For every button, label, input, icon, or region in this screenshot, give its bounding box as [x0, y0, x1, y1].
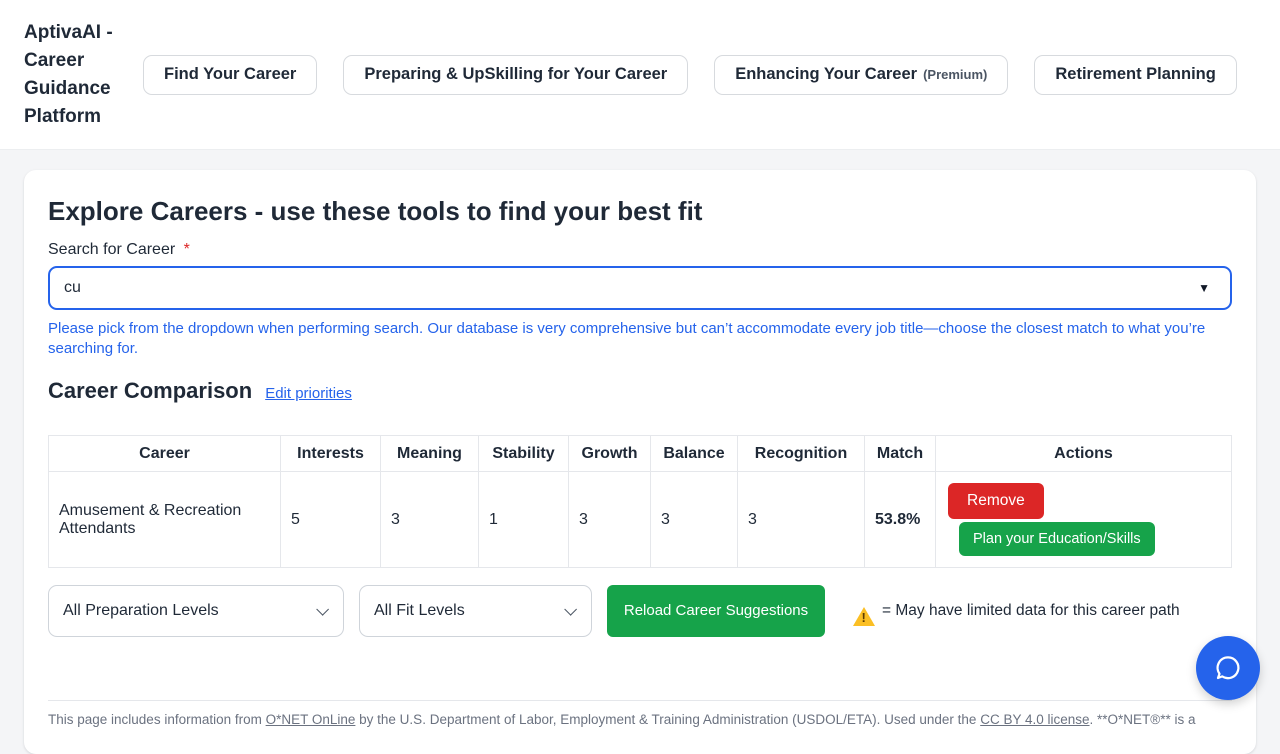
col-header-career: Career: [48, 435, 281, 472]
attribution-footer: This page includes information from O*NE…: [48, 700, 1232, 730]
dropdown-caret-icon: ▼: [1198, 281, 1210, 295]
nav-find-your-career-label: Find Your Career: [164, 65, 297, 83]
comparison-title: Career Comparison: [48, 378, 253, 403]
nav-preparing-upskilling[interactable]: Preparing & UpSkilling for Your Career: [343, 54, 689, 95]
preparation-level-select[interactable]: All Preparation Levels: [48, 585, 344, 637]
plan-education-skills-button[interactable]: Plan your Education/Skills: [959, 522, 1155, 556]
cell-recognition: 3: [737, 471, 865, 568]
col-header-balance: Balance: [650, 435, 738, 472]
nav-retirement-planning[interactable]: Retirement Planning: [1034, 54, 1237, 95]
cell-match: 53.8%: [864, 471, 936, 568]
page-title: Explore Careers - use these tools to fin…: [48, 196, 703, 226]
chevron-down-icon: [564, 602, 577, 616]
col-header-meaning: Meaning: [380, 435, 479, 472]
career-comparison-table: Career Interests Meaning Stability Growt…: [48, 435, 1232, 568]
chat-launcher-button[interactable]: [1196, 636, 1260, 700]
limited-data-note-text: = May have limited data for this career …: [882, 602, 1180, 619]
brand-logo: AptivaAI - Career Guidance Platform: [24, 21, 113, 127]
fit-level-value: All Fit Levels: [374, 602, 465, 619]
remove-button[interactable]: Remove: [948, 483, 1044, 519]
comparison-section-head: Career Comparison Edit priorities: [48, 378, 1232, 404]
cell-growth: 3: [568, 471, 651, 568]
career-search-value: cu: [64, 279, 81, 296]
preparation-level-value: All Preparation Levels: [63, 602, 219, 619]
col-header-actions: Actions: [935, 435, 1232, 472]
explore-careers-card: Explore Careers - use these tools to fin…: [24, 170, 1256, 754]
career-search-combobox[interactable]: cu ▼: [48, 266, 1232, 310]
fit-level-select[interactable]: All Fit Levels: [359, 585, 592, 637]
required-asterisk: *: [183, 241, 190, 258]
col-header-match: Match: [864, 435, 936, 472]
col-header-recognition: Recognition: [737, 435, 865, 472]
nav-preparing-upskilling-label: Preparing & UpSkilling for Your Career: [364, 65, 668, 83]
cell-career: Amusement & Recreation Attendants: [48, 471, 281, 568]
main-nav: Find Your Career Preparing & UpSkilling …: [143, 54, 1237, 95]
table-row: Amusement & Recreation Attendants 5 3 1 …: [48, 471, 1232, 568]
col-header-interests: Interests: [280, 435, 381, 472]
page-body: Explore Careers - use these tools to fin…: [0, 170, 1280, 754]
actions-stack: Remove Plan your Education/Skills: [946, 483, 1221, 556]
nav-find-your-career[interactable]: Find Your Career: [143, 54, 318, 95]
limited-data-note: = May have limited data for this career …: [853, 585, 1197, 637]
col-header-stability: Stability: [478, 435, 569, 472]
cell-stability: 1: [478, 471, 569, 568]
nav-retirement-planning-label: Retirement Planning: [1055, 65, 1216, 83]
nav-enhancing-career-label: Enhancing Your Career: [735, 65, 918, 83]
table-header-row: Career Interests Meaning Stability Growt…: [48, 435, 1232, 472]
chevron-down-icon: [316, 602, 329, 616]
cell-meaning: 3: [380, 471, 479, 568]
search-field-label-row: Search for Career *: [48, 241, 1232, 259]
premium-badge: (Premium): [923, 67, 988, 82]
chat-bubble-icon: [1216, 656, 1240, 680]
app-header: AptivaAI - Career Guidance Platform Find…: [0, 0, 1280, 150]
search-helper-text: Please pick from the dropdown when perfo…: [48, 320, 1206, 357]
filters-row: All Preparation Levels All Fit Levels Re…: [48, 585, 1232, 637]
cell-interests: 5: [280, 471, 381, 568]
warning-triangle-icon: [853, 606, 875, 626]
edit-priorities-link[interactable]: Edit priorities: [265, 385, 352, 402]
cell-balance: 3: [650, 471, 738, 568]
reload-career-suggestions-button[interactable]: Reload Career Suggestions: [607, 585, 825, 637]
col-header-growth: Growth: [568, 435, 651, 472]
cell-actions: Remove Plan your Education/Skills: [935, 471, 1232, 568]
search-label: Search for Career: [48, 241, 176, 258]
nav-enhancing-career[interactable]: Enhancing Your Career (Premium): [714, 54, 1009, 95]
